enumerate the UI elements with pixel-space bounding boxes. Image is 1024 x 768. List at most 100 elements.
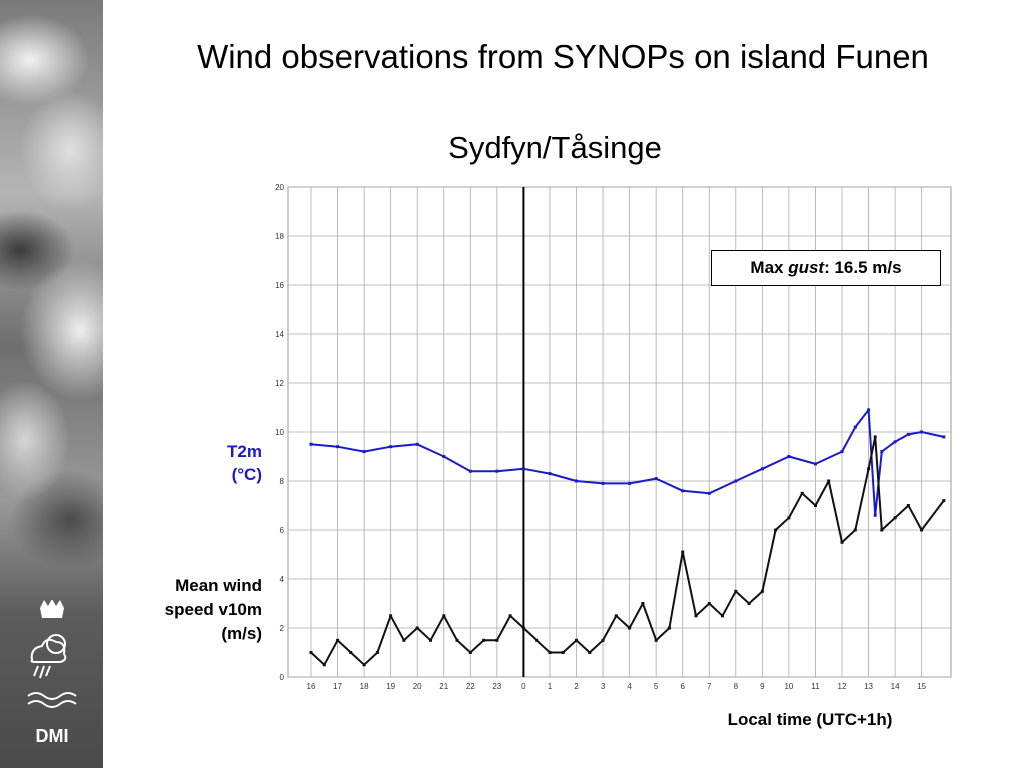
- wind-data-point: [880, 528, 884, 532]
- wind-data-point: [309, 651, 313, 654]
- x-tick-label: 13: [864, 682, 873, 691]
- wind-series-line: [310, 435, 945, 666]
- wind-data-point: [322, 663, 326, 667]
- y-tick-label: 20: [275, 183, 284, 192]
- wind-data-point: [588, 651, 592, 654]
- t2m-data-point: [389, 445, 393, 449]
- wind-axis-label: Mean wind speed v10m (m/s): [110, 574, 262, 646]
- y-tick-label: 8: [280, 477, 285, 486]
- x-tick-label: 10: [784, 682, 793, 691]
- page-title: Wind observations from SYNOPs on island …: [197, 38, 929, 75]
- wind-data-point: [920, 528, 924, 532]
- gust-prefix: Max: [750, 258, 789, 277]
- t2m-label-line2: (°C): [231, 465, 262, 484]
- chart-subtitle: Sydfyn/Tåsinge: [448, 130, 662, 165]
- t2m-data-point: [654, 477, 658, 481]
- y-tick-labels: 0 2 4 6 8 10 12 14 16 18 20: [275, 183, 284, 682]
- wind-data-point: [721, 614, 724, 618]
- x-tick-label: 8: [734, 682, 739, 691]
- t2m-data-point: [787, 455, 791, 458]
- x-tick-label: 15: [917, 682, 926, 691]
- wind-data-point: [415, 626, 419, 630]
- wind-data-point: [694, 614, 698, 618]
- t2m-series-line: [310, 408, 945, 517]
- t2m-data-point: [814, 462, 817, 466]
- gust-italic: gust: [788, 258, 825, 277]
- waves-icon: [27, 692, 77, 708]
- wind-data-point: [853, 528, 857, 532]
- wind-data-point: [455, 638, 459, 642]
- t2m-data-point: [853, 425, 857, 429]
- wind-data-point: [942, 499, 946, 503]
- y-tick-label: 14: [275, 330, 284, 339]
- wind-data-point: [906, 504, 910, 507]
- wind-data-point: [800, 491, 804, 495]
- x-tick-label: 12: [838, 682, 847, 691]
- wind-data-point: [707, 602, 711, 605]
- x-tick-label: 11: [811, 682, 820, 691]
- wind-data-point: [468, 651, 472, 654]
- y-tick-label: 12: [275, 379, 284, 388]
- x-tick-label: 7: [707, 682, 712, 691]
- y-tick-label: 4: [280, 575, 285, 584]
- x-tick-label: 23: [492, 682, 501, 691]
- sidebar-cloud-image: DMI: [0, 0, 103, 768]
- wind-data-point: [402, 638, 406, 642]
- t2m-label-line1: T2m: [227, 442, 262, 461]
- wind-data-point: [535, 638, 539, 642]
- wind-data-point: [508, 614, 512, 618]
- t2m-data-point: [362, 450, 366, 454]
- crown-icon: [40, 600, 64, 618]
- wind-data-point: [641, 602, 645, 605]
- t2m-data-point: [628, 481, 632, 485]
- wind-data-point: [442, 614, 446, 618]
- x-tick-label: 5: [654, 682, 659, 691]
- t2m-data-point: [840, 450, 844, 454]
- t2m-data-point: [942, 435, 946, 439]
- wind-data-point: [375, 651, 379, 654]
- gust-suffix: : 16.5 m/s: [824, 258, 902, 277]
- y-tick-label: 16: [275, 281, 284, 290]
- x-tick-label: 21: [439, 682, 448, 691]
- wind-data-point: [548, 651, 552, 654]
- t2m-data-point: [880, 450, 884, 454]
- wind-data-point: [787, 516, 791, 520]
- t2m-axis-label: T2m (°C): [180, 440, 262, 486]
- t2m-data-point: [867, 408, 871, 412]
- x-tick-label: 0: [521, 682, 526, 691]
- x-tick-label: 22: [466, 682, 475, 691]
- wind-data-point: [389, 614, 393, 618]
- dmi-logo: DMI: [27, 600, 77, 746]
- t2m-data-point: [575, 479, 578, 483]
- x-axis-label: Local time (UTC+1h): [727, 710, 893, 729]
- wind-data-point: [747, 602, 751, 605]
- wind-data-point: [760, 589, 764, 593]
- x-tick-label: 20: [413, 682, 422, 691]
- wind-data-point: [814, 504, 817, 507]
- wind-data-point: [336, 638, 340, 642]
- wind-data-point: [667, 626, 671, 630]
- wind-data-point: [774, 528, 778, 532]
- y-tick-label: 0: [280, 673, 285, 682]
- t2m-data-point: [873, 513, 877, 517]
- y-tick-label: 10: [275, 428, 284, 437]
- dmi-logo-text: DMI: [36, 726, 69, 746]
- t2m-data-point: [734, 479, 738, 483]
- wind-data-point: [521, 626, 525, 630]
- y-tick-label: 18: [275, 232, 284, 241]
- t2m-data-point: [442, 455, 446, 458]
- wind-data-point: [575, 638, 578, 642]
- t2m-data-point: [521, 467, 525, 471]
- wind-data-point: [873, 435, 877, 439]
- t2m-data-point: [468, 469, 472, 473]
- cloud-icon: [30, 638, 67, 663]
- x-tick-label: 3: [601, 682, 606, 691]
- wind-label-line1: Mean wind: [175, 576, 262, 595]
- wind-data-point: [681, 550, 685, 554]
- x-tick-label: 18: [360, 682, 369, 691]
- t2m-data-point: [415, 442, 419, 446]
- wind-data-point: [429, 638, 432, 642]
- wind-label-line3: (m/s): [221, 624, 262, 643]
- t2m-data-point: [601, 481, 605, 485]
